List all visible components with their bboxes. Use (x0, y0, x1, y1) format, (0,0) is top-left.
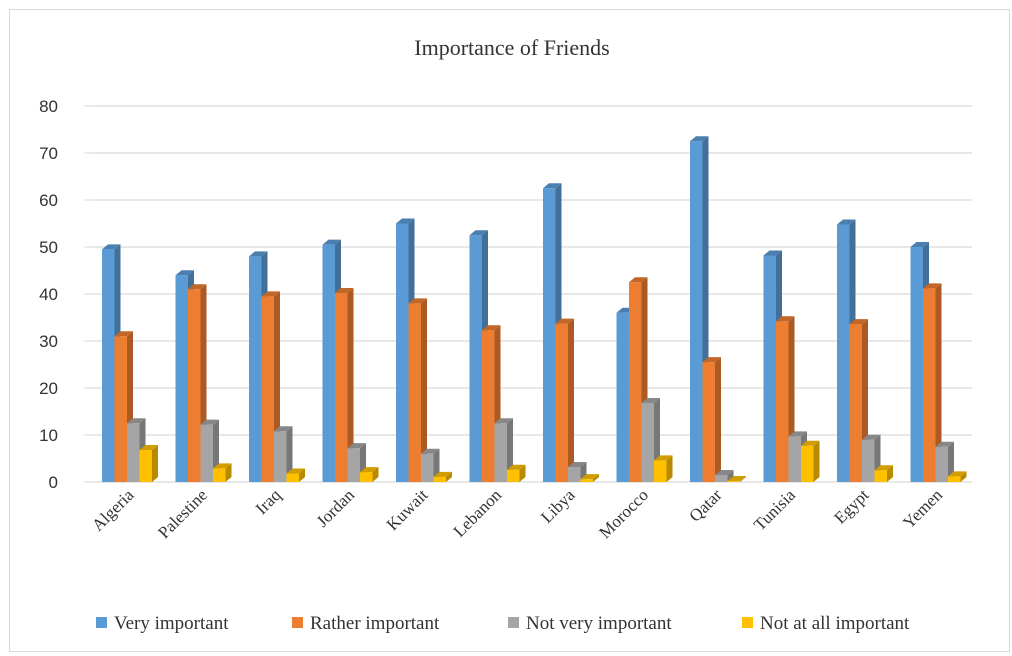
bar-jordan-not-at-all-important (360, 467, 379, 482)
x-tick-label: Libya (537, 485, 579, 527)
y-tick-label: 70 (39, 144, 58, 163)
x-tick-label: Algeria (88, 485, 138, 535)
legend-swatch (742, 617, 753, 628)
y-tick-label: 0 (49, 473, 58, 492)
legend: Very important Rather important Not very i… (96, 613, 910, 634)
x-tick-label: Iraq (252, 485, 285, 518)
legend-label: Very important (114, 613, 229, 634)
bar-morocco-not-at-all-important (654, 455, 673, 482)
y-tick-label: 30 (39, 332, 58, 351)
x-tick-label: Egypt (830, 485, 872, 527)
bar-iraq-not-very-important (274, 426, 293, 482)
bar-yemen-not-at-all-important (948, 471, 967, 482)
bar-jordan-rather-important (335, 288, 354, 482)
y-tick-label: 80 (39, 97, 58, 116)
bar-libya-not-very-important (568, 461, 587, 482)
chart-title: Importance of Friends (414, 35, 610, 60)
legend-item: Very important (96, 613, 229, 634)
y-tick-label: 50 (39, 238, 58, 257)
x-tick-label: Lebanon (450, 485, 506, 541)
bar-iraq-not-at-all-important (286, 468, 305, 482)
legend-swatch (96, 617, 107, 628)
legend-label: Not at all important (760, 613, 910, 634)
bars (102, 136, 967, 482)
y-tick-label: 20 (39, 379, 58, 398)
bar-lebanon-not-at-all-important (507, 464, 526, 482)
x-tick-label: Kuwait (383, 485, 432, 534)
x-tick-label: Morocco (595, 485, 652, 542)
x-tick-label: Tunisia (750, 485, 799, 534)
bar-palestine-not-at-all-important (213, 463, 232, 482)
bar-qatar-not-at-all-important (727, 476, 746, 482)
bar-yemen-not-very-important (935, 441, 954, 482)
bar-algeria-not-at-all-important (139, 445, 158, 482)
bar-kuwait-not-very-important (421, 448, 440, 482)
legend-swatch (508, 617, 519, 628)
x-tick-label: Jordan (313, 485, 359, 531)
legend-swatch (292, 617, 303, 628)
bar-libya-rather-important (555, 318, 574, 482)
y-axis: 0 10 20 30 40 50 60 70 80 (39, 97, 58, 492)
bar-kuwait-rather-important (408, 298, 427, 482)
x-tick-label: Yemen (899, 485, 946, 532)
legend-item: Rather important (292, 613, 440, 634)
bar-kuwait-not-at-all-important (433, 471, 452, 482)
bar-yemen-rather-important (923, 283, 942, 482)
y-tick-label: 40 (39, 285, 58, 304)
bar-qatar-rather-important (702, 357, 721, 482)
x-tick-label: Palestine (154, 485, 211, 542)
legend-label: Rather important (310, 613, 440, 634)
bar-egypt-not-at-all-important (874, 465, 893, 482)
y-tick-label: 10 (39, 426, 58, 445)
x-tick-label: Qatar (685, 485, 725, 525)
x-axis: Algeria Palestine Iraq Jordan Kuwait Lebanon L… (88, 485, 946, 542)
bar-qatar-not-very-important (715, 469, 734, 482)
bar-libya-not-at-all-important (580, 474, 599, 482)
y-tick-label: 60 (39, 191, 58, 210)
bar-tunisia-not-at-all-important (801, 440, 820, 482)
gridlines (84, 105, 972, 483)
legend-item: Not at all important (742, 613, 910, 634)
legend-item: Not very important (508, 613, 672, 634)
legend-label: Not very important (526, 613, 672, 634)
